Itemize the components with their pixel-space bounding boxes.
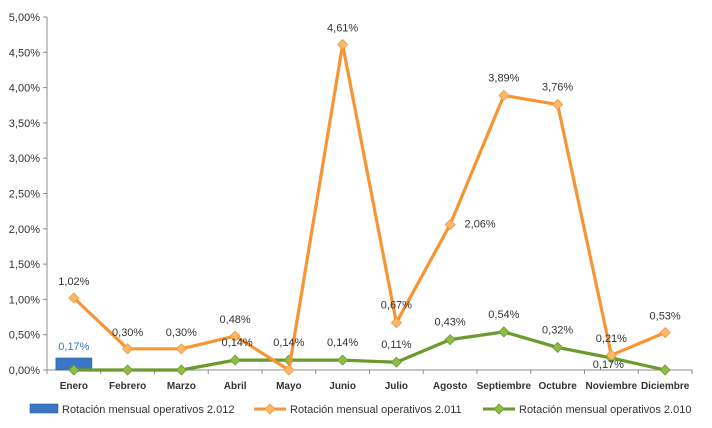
marker-2011 (498, 89, 510, 101)
x-tick-label: Enero (60, 381, 88, 392)
data-label-2011: 0,48% (220, 314, 251, 326)
y-tick-label: 2,50% (9, 189, 40, 201)
line-2010 (73, 330, 666, 372)
data-label-2010: 0,32% (542, 324, 573, 336)
data-label-2011: 2,06% (465, 219, 496, 231)
marker-2010 (498, 326, 510, 338)
data-label-2012: 0,17% (58, 341, 89, 353)
marker-2010 (444, 334, 456, 346)
marker-2010 (390, 356, 402, 368)
y-tick-label: 4,00% (9, 83, 40, 95)
line-2011 (72, 42, 666, 372)
data-label-2011: 0,67% (381, 300, 412, 312)
legend-swatch-2012 (29, 403, 59, 414)
data-label-2011: 0,30% (166, 327, 197, 339)
x-tick-label: Septiembre (477, 381, 532, 392)
marker-2010 (68, 364, 80, 376)
data-label-2011: 4,61% (327, 23, 358, 35)
legend-label: Rotación mensual operativos 2.012 (62, 404, 234, 416)
marker-2010 (122, 364, 134, 376)
y-tick-label: 1,00% (9, 294, 40, 306)
legend-marker-2011 (264, 403, 276, 415)
marker-2011 (68, 292, 80, 304)
x-tick-label: Junio (329, 381, 356, 392)
y-tick-label: 1,50% (9, 259, 40, 271)
data-label-2011: 3,76% (542, 82, 573, 94)
marker-2011 (175, 343, 187, 355)
marker-2011 (283, 364, 295, 376)
data-label-2011: 3,89% (488, 72, 519, 84)
marker-2011 (605, 349, 617, 361)
x-tick-label: Diciembre (641, 381, 690, 392)
x-tick-label: Febrero (109, 381, 146, 392)
marker-2010 (175, 364, 187, 376)
marker-2010 (337, 354, 349, 366)
marker-2010 (229, 354, 241, 366)
data-label-2011: 0,53% (650, 311, 681, 323)
marker-2011 (552, 98, 564, 111)
marker-2010 (659, 364, 671, 376)
y-tick-label: 2,00% (9, 224, 40, 236)
legend-label: Rotación mensual operativos 2.010 (519, 404, 691, 416)
data-label-2010: 0,14% (327, 337, 358, 349)
data-label-2011: 0,21% (596, 333, 627, 345)
marker-2011 (444, 218, 456, 231)
marker-2011 (390, 317, 402, 329)
y-tick-label: 5,00% (9, 12, 40, 24)
y-tick-label: 3,50% (9, 118, 40, 130)
y-tick-label: 0,00% (9, 365, 40, 377)
data-label-2011: 0,30% (112, 327, 143, 339)
marker-2011 (337, 38, 349, 51)
data-label-2010: 0,14% (273, 337, 304, 349)
data-label-2010: 0,43% (435, 317, 466, 329)
x-tick-label: Octubre (538, 381, 577, 392)
data-label-2011: 1,02% (58, 276, 89, 288)
data-label-2010: 0,14% (222, 337, 253, 349)
y-tick-label: 0,50% (9, 330, 40, 342)
data-label-2010: 0,17% (593, 359, 624, 371)
marker-2011 (122, 343, 134, 355)
legend-marker-2010 (493, 403, 505, 415)
data-label-2010: 0,11% (381, 339, 412, 351)
y-tick-label: 4,50% (9, 47, 40, 59)
x-tick-label: Noviembre (586, 381, 638, 392)
data-label-2010: 0,54% (488, 309, 519, 321)
x-tick-label: Abril (224, 381, 247, 392)
x-tick-label: Agosto (433, 381, 467, 392)
marker-2010 (552, 341, 564, 353)
y-tick-label: 3,00% (9, 153, 40, 165)
x-tick-label: Julio (385, 381, 408, 392)
marker-2011 (229, 330, 241, 342)
marker-2011 (659, 327, 671, 339)
legend-label: Rotación mensual operativos 2.011 (290, 404, 462, 416)
x-tick-label: Mayo (276, 381, 302, 392)
x-tick-label: Marzo (167, 381, 196, 392)
